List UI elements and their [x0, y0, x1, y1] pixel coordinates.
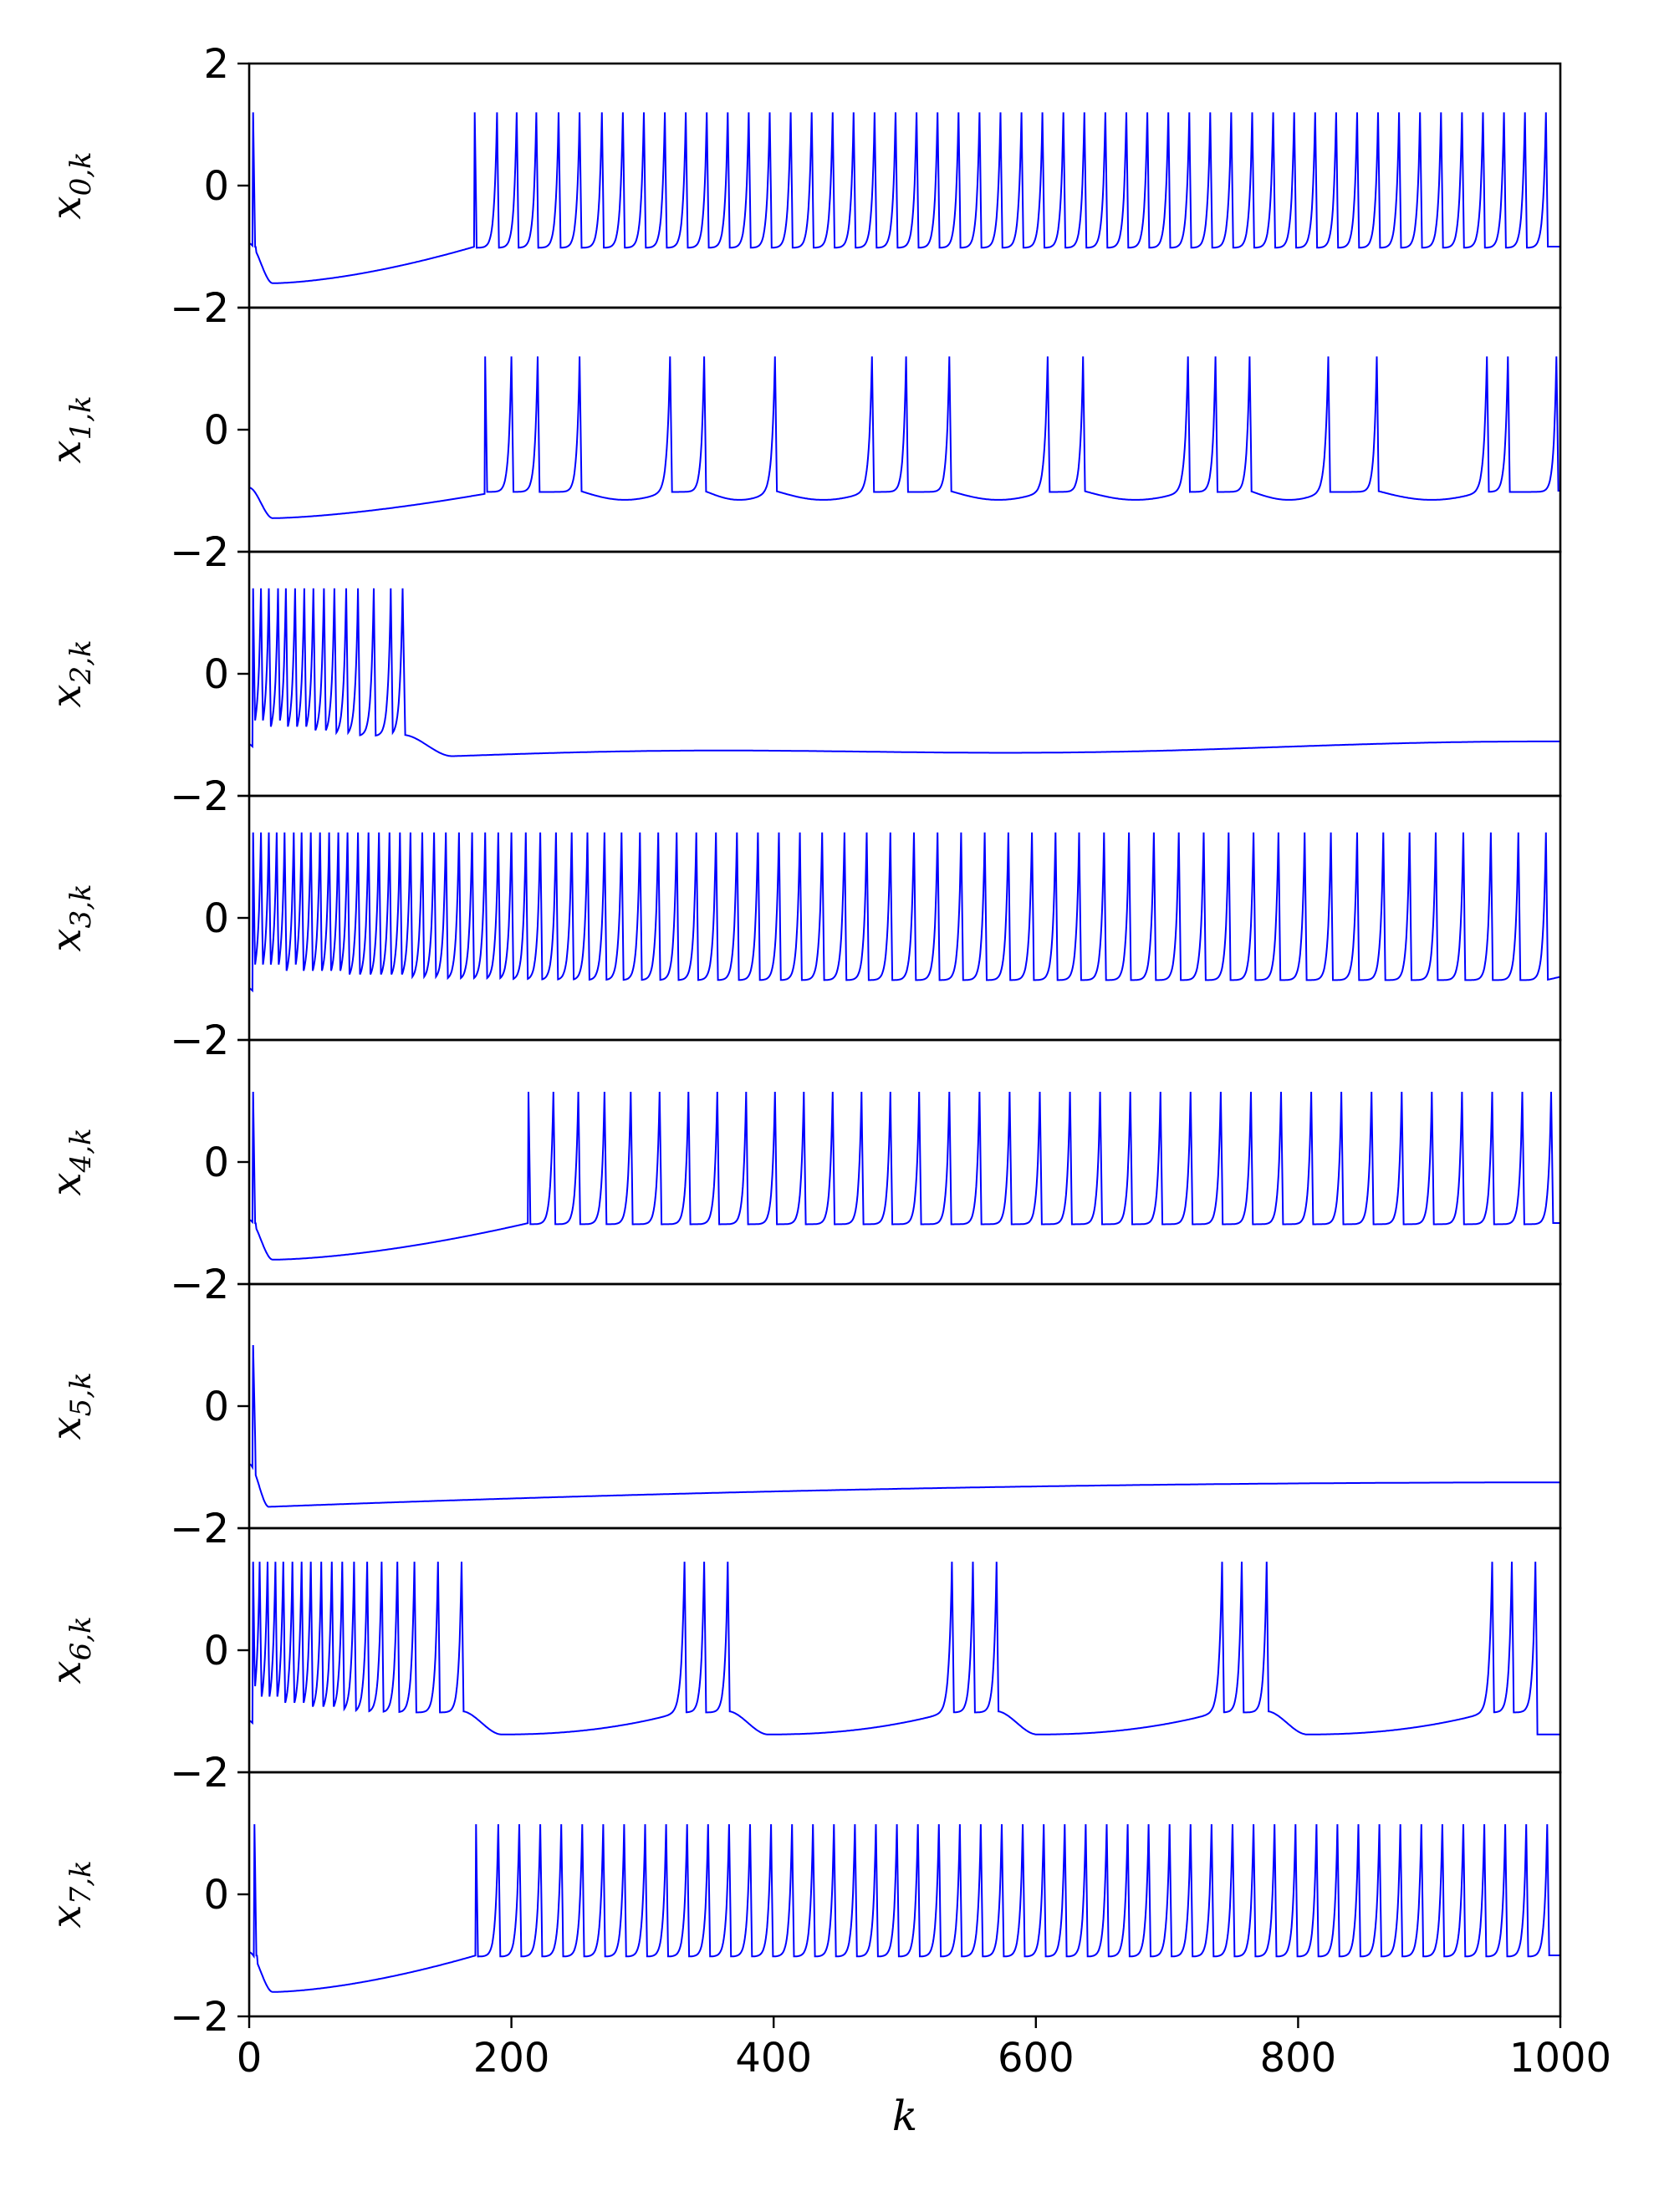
- subplot-0: −2 0 2 x0,k: [42, 41, 1562, 332]
- axes-frame-5: [248, 1282, 1562, 1530]
- x-axis-label: k: [892, 2092, 917, 2140]
- y-axis-label-main: x: [42, 1904, 90, 1928]
- y-tick-label-1: −2: [170, 529, 229, 576]
- series-line-3: [249, 832, 1560, 993]
- y-tick-label-3: −2: [170, 1017, 229, 1064]
- y-tick-label-6: −2: [170, 1750, 229, 1797]
- y-tick-label-3: 0: [203, 895, 229, 942]
- y-axis-label-6: x6,k: [42, 1616, 98, 1684]
- subplot-1: −2 0 2 x1,k: [42, 285, 1562, 576]
- y-tick-label-5: 0: [203, 1384, 229, 1430]
- axes-frame-4: [248, 1038, 1562, 1286]
- y-axis-label-subscript: 4,k: [64, 1128, 98, 1173]
- axes-frame-7: [248, 1771, 1562, 2018]
- y-tick-label-2: −2: [170, 773, 229, 820]
- subplot-6: −2 0 2 x6,k: [42, 1506, 1562, 1797]
- axes-frame-0: [248, 62, 1562, 309]
- y-axis-label-main: x: [42, 928, 90, 951]
- subplot-stack: −202x0,k−202x1,k−202x2,k−202x3,k−202x4,k…: [42, 41, 1611, 2082]
- y-axis-label-subscript: 0,k: [64, 151, 98, 196]
- y-axis-label-subscript: 2,k: [64, 640, 98, 685]
- subplot-4: −2 0 2 x4,k: [42, 1017, 1562, 1308]
- series-line-5: [249, 1344, 1560, 1508]
- x-tick-label: 1000: [1509, 2035, 1611, 2082]
- y-axis-label-7: x7,k: [42, 1860, 98, 1928]
- y-tick-label-0: 2: [203, 41, 229, 88]
- y-tick-label-7: 2: [203, 1750, 229, 1797]
- y-axis-label-subscript: 3,k: [64, 884, 98, 928]
- subplot-5: −2 0 2 x5,k: [42, 1261, 1562, 1552]
- subplot-7: −2 0 2 x7,k: [42, 1750, 1562, 2041]
- y-tick-label-6: 0: [203, 1628, 229, 1674]
- series-line-6: [249, 1562, 1560, 1735]
- y-axis-label-main: x: [42, 1660, 90, 1684]
- y-tick-label-6: 2: [203, 1506, 229, 1552]
- x-tick-label: 400: [735, 2035, 812, 2082]
- y-axis-label-0: x0,k: [42, 151, 98, 219]
- y-axis-label-main: x: [42, 1416, 90, 1440]
- y-tick-label-3: 2: [203, 773, 229, 820]
- series-line-1: [249, 356, 1560, 519]
- y-axis-label-main: x: [42, 196, 90, 219]
- x-tick-label: 800: [1260, 2035, 1337, 2082]
- y-axis-label-main: x: [42, 440, 90, 463]
- y-tick-label-5: −2: [170, 1506, 229, 1552]
- y-tick-label-0: −2: [170, 285, 229, 332]
- y-tick-label-7: −2: [170, 1994, 229, 2041]
- series-line-4: [249, 1091, 1560, 1261]
- y-axis-label-subscript: 1,k: [64, 395, 98, 440]
- y-tick-label-0: 0: [203, 163, 229, 210]
- y-axis-label-subscript: 6,k: [64, 1616, 98, 1660]
- y-tick-label-2: 2: [203, 529, 229, 576]
- y-tick-label-4: 0: [203, 1139, 229, 1186]
- series-line-0: [249, 112, 1560, 284]
- y-axis-label-main: x: [42, 1172, 90, 1195]
- y-axis-label-3: x3,k: [42, 884, 98, 951]
- y-tick-label-1: 0: [203, 407, 229, 454]
- y-axis-label-1: x1,k: [42, 395, 98, 463]
- x-tick-label: 600: [998, 2035, 1075, 2082]
- y-tick-label-1: 2: [203, 285, 229, 332]
- y-tick-label-2: 0: [203, 651, 229, 698]
- axes-frame-6: [248, 1526, 1562, 1774]
- subplot-3: −2 0 2 x3,k: [42, 773, 1562, 1064]
- series-line-2: [249, 588, 1560, 757]
- y-axis-label-subscript: 5,k: [64, 1372, 98, 1416]
- y-tick-label-5: 2: [203, 1261, 229, 1308]
- x-tick-label: 0: [237, 2035, 263, 2082]
- y-tick-label-4: −2: [170, 1261, 229, 1308]
- y-axis-label-5: x5,k: [42, 1372, 98, 1440]
- x-tick-label: 200: [473, 2035, 550, 2082]
- y-axis-label-subscript: 7,k: [64, 1860, 98, 1904]
- y-axis-label-4: x4,k: [42, 1128, 98, 1195]
- y-axis-label-2: x2,k: [42, 640, 98, 707]
- y-tick-label-4: 2: [203, 1017, 229, 1064]
- axes-frame-2: [248, 550, 1562, 798]
- series-line-7: [249, 1824, 1560, 1993]
- y-tick-label-7: 0: [203, 1872, 229, 1919]
- subplot-2: −2 0 2 x2,k: [42, 529, 1562, 820]
- y-axis-label-main: x: [42, 684, 90, 707]
